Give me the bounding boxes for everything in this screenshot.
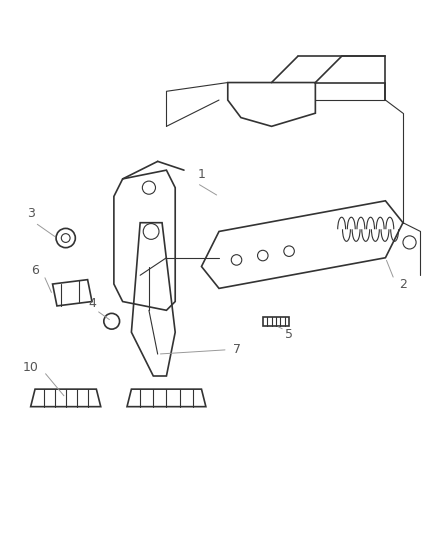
Text: 4: 4: [88, 297, 96, 310]
Text: 2: 2: [399, 278, 407, 290]
Text: 10: 10: [23, 361, 39, 374]
Text: 1: 1: [198, 168, 205, 181]
Text: 3: 3: [27, 207, 35, 221]
Text: 5: 5: [285, 328, 293, 341]
Text: 7: 7: [233, 343, 240, 356]
Text: 6: 6: [31, 264, 39, 277]
